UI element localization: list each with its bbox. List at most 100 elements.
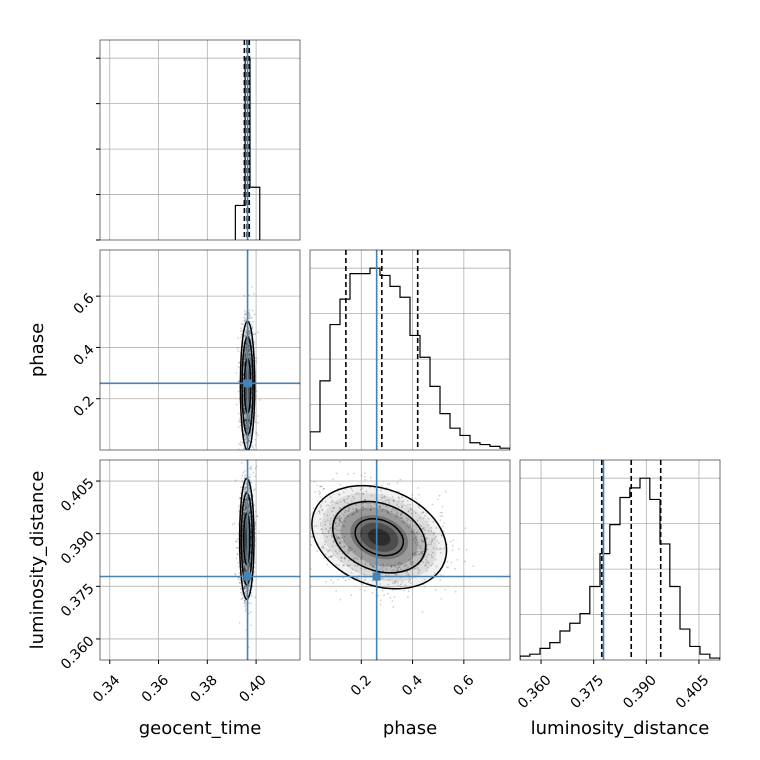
sample-point: [248, 347, 251, 350]
sample-point: [250, 430, 253, 433]
sample-point: [356, 491, 359, 494]
sample-point: [382, 569, 384, 572]
sample-point: [245, 452, 247, 454]
sample-point: [251, 309, 254, 312]
sample-point: [243, 565, 246, 568]
sample-point: [248, 486, 251, 489]
sample-point: [422, 517, 425, 520]
sample-point: [409, 561, 412, 563]
sample-point: [249, 331, 252, 334]
sample-point: [415, 532, 418, 534]
sample-point: [248, 420, 250, 423]
sample-point: [243, 407, 246, 410]
sample-point: [341, 546, 344, 549]
sample-point: [352, 512, 355, 514]
sample-point: [255, 465, 258, 468]
sample-point: [308, 516, 310, 518]
sample-point: [431, 538, 434, 541]
sample-point: [434, 535, 437, 537]
sample-point: [338, 493, 341, 496]
sample-point: [353, 512, 356, 515]
sample-point: [319, 496, 322, 499]
sample-point: [395, 515, 398, 518]
sample-point: [458, 547, 460, 550]
sample-point: [431, 556, 434, 559]
sample-point: [381, 572, 384, 575]
sample-point: [347, 509, 350, 512]
sample-point: [409, 579, 412, 581]
sample-point: [391, 496, 394, 498]
sample-point: [311, 536, 314, 539]
sample-point: [325, 528, 327, 530]
sample-point: [330, 555, 333, 558]
sample-point: [341, 536, 343, 539]
sample-point: [253, 333, 256, 336]
sample-point: [387, 512, 390, 515]
sample-point: [414, 567, 417, 570]
sample-point: [249, 473, 252, 476]
sample-point: [244, 569, 247, 572]
sample-point: [416, 519, 419, 522]
sample-point: [355, 569, 358, 572]
sample-point: [244, 434, 247, 437]
sample-point: [417, 541, 420, 544]
sample-point: [245, 424, 247, 427]
density-shade: [360, 522, 399, 552]
sample-point: [244, 418, 247, 421]
sample-point: [390, 565, 393, 568]
sample-point: [248, 294, 250, 297]
sample-point: [254, 524, 257, 526]
sample-point: [248, 357, 251, 359]
sample-point: [424, 564, 427, 566]
sample-point: [347, 552, 349, 555]
sample-point: [449, 540, 452, 543]
sample-point: [240, 323, 243, 325]
sample-point: [248, 333, 250, 336]
sample-point: [383, 496, 386, 499]
sample-point: [248, 419, 251, 422]
sample-point: [422, 540, 425, 543]
sample-point: [244, 591, 246, 594]
sample-point: [381, 577, 384, 580]
sample-point: [364, 499, 366, 501]
sample-point: [385, 508, 387, 511]
sample-point: [426, 566, 429, 569]
sample-point: [336, 502, 339, 505]
sample-point: [419, 523, 421, 526]
sample-point: [324, 543, 327, 546]
panel-frame: [309, 459, 511, 661]
sample-point: [352, 495, 354, 498]
sample-point: [248, 329, 251, 332]
sample-point: [415, 497, 417, 500]
sample-point: [274, 473, 276, 475]
sample-point: [251, 470, 253, 472]
sample-point: [324, 523, 326, 526]
sample-point: [440, 548, 443, 551]
sample-point: [363, 589, 366, 592]
sample-point: [350, 594, 353, 597]
sample-point: [244, 313, 247, 316]
sample-point: [327, 504, 330, 507]
sample-point: [242, 556, 245, 559]
sample-point: [244, 354, 247, 357]
sample-point: [248, 312, 251, 315]
sample-point: [332, 541, 335, 543]
histogram-luminosity_distance: [520, 477, 720, 660]
xtick-label: 0.2: [348, 672, 375, 699]
sample-point: [339, 598, 342, 601]
sample-point: [379, 599, 382, 602]
sample-point: [254, 510, 257, 513]
sample-point: [399, 516, 402, 519]
sample-point: [363, 476, 366, 478]
sample-point: [342, 525, 345, 528]
sample-point: [248, 317, 250, 319]
sample-point: [416, 531, 419, 533]
sample-point: [416, 539, 419, 541]
sample-point: [248, 568, 251, 570]
sample-point: [420, 535, 423, 538]
sample-point: [245, 348, 248, 351]
sample-point: [340, 517, 343, 520]
sample-point: [428, 543, 431, 546]
sample-point: [410, 496, 413, 499]
sample-point: [338, 541, 341, 543]
